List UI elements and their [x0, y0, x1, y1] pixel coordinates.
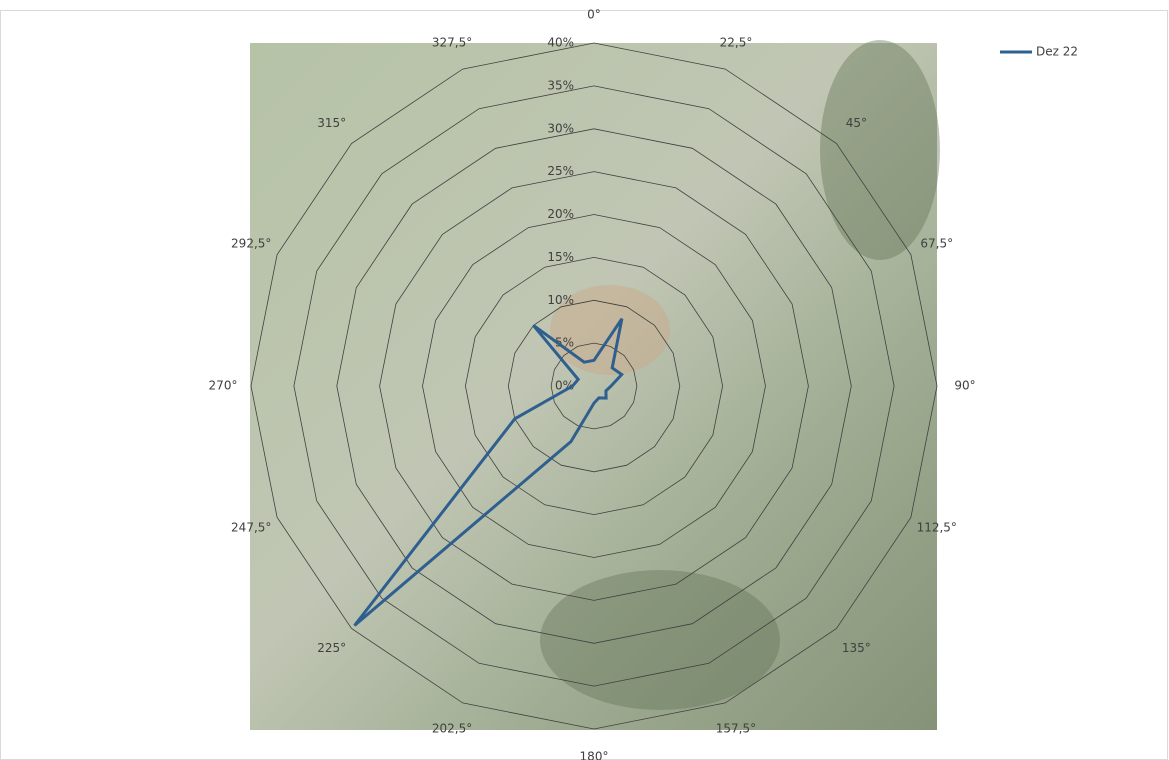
category-label: 315° [317, 116, 346, 130]
category-label: 270° [209, 379, 238, 393]
category-label: 225° [317, 641, 346, 655]
aerial-feature [820, 40, 940, 260]
category-label: 90° [954, 379, 975, 393]
category-label: 292,5° [231, 237, 271, 251]
r-tick-label: 35% [547, 78, 574, 92]
category-label: 45° [846, 116, 867, 130]
category-label: 135° [842, 641, 871, 655]
category-label: 67,5° [920, 237, 953, 251]
category-label: 327,5° [432, 36, 472, 50]
r-tick-label: 15% [547, 250, 574, 264]
r-tick-label: 20% [547, 207, 574, 221]
category-label: 157,5° [716, 721, 756, 735]
r-tick-label: 10% [547, 293, 574, 307]
category-label: 22,5° [720, 36, 753, 50]
category-label: 180° [580, 750, 609, 760]
category-label: 112,5° [917, 520, 957, 534]
r-tick-label: 25% [547, 164, 574, 178]
category-label: 247,5° [231, 520, 271, 534]
category-label: 202,5° [432, 721, 472, 735]
page: 0%5%10%15%20%25%30%35%40%0°22,5°45°67,5°… [0, 0, 1169, 760]
chart: 0%5%10%15%20%25%30%35%40%0°22,5°45°67,5°… [0, 0, 1169, 760]
r-tick-label: 30% [547, 121, 574, 135]
legend-label: Dez 22 [1036, 45, 1078, 59]
r-tick-label: 40% [547, 36, 574, 50]
category-label: 0° [587, 8, 601, 22]
